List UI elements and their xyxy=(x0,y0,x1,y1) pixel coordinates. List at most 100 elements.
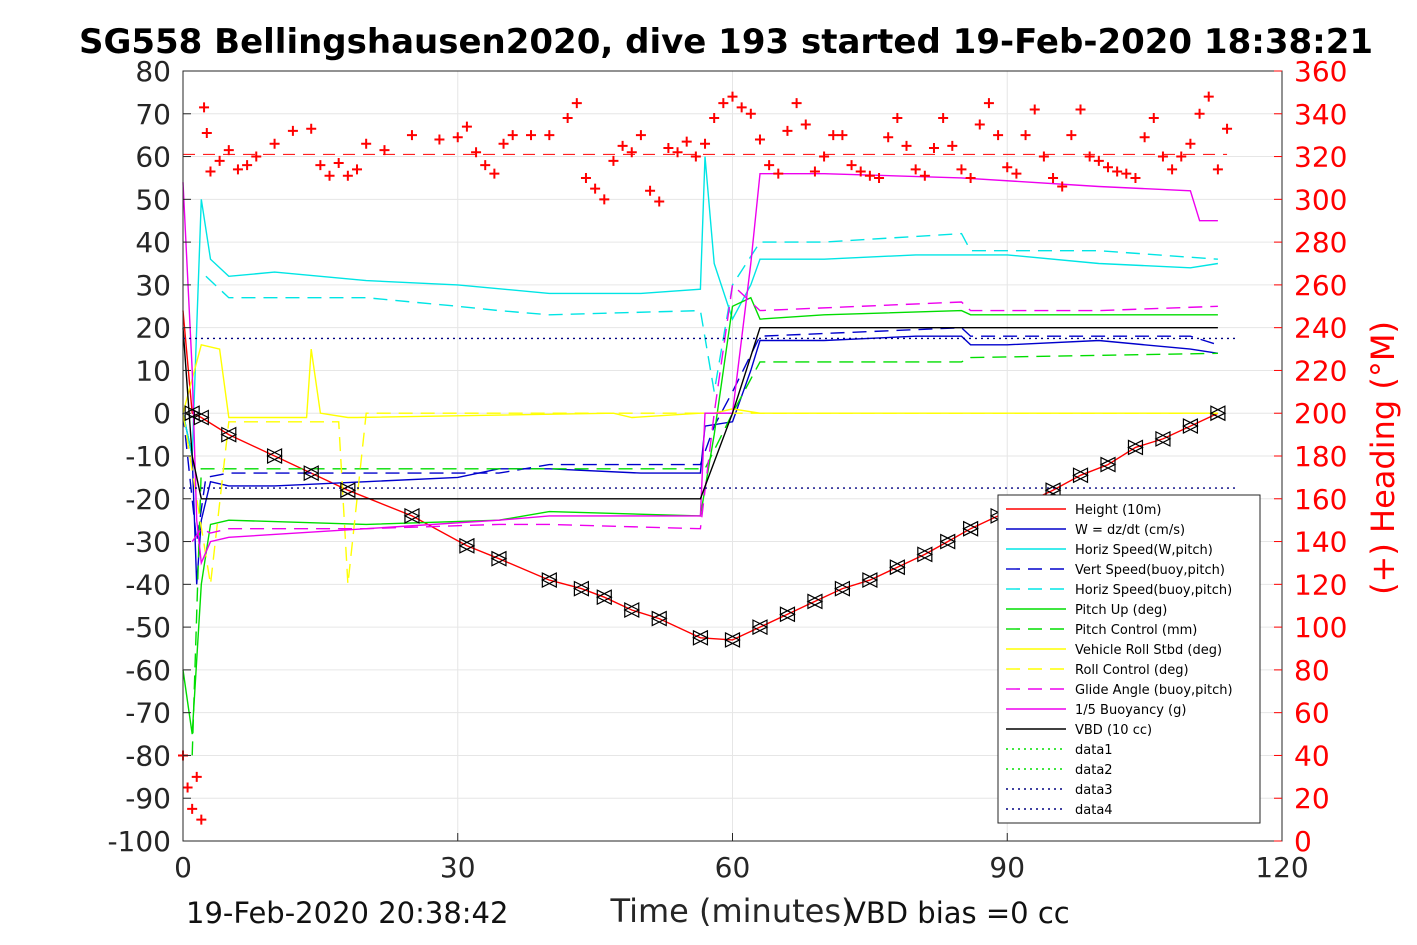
height-marker xyxy=(1182,418,1199,435)
y-tick-label: -20 xyxy=(125,483,171,516)
series-line-3 xyxy=(182,326,1219,542)
heading-marker xyxy=(251,151,262,162)
heading-marker xyxy=(965,172,976,183)
heading-marker xyxy=(1139,132,1150,143)
heading-marker xyxy=(681,136,692,147)
height-marker xyxy=(1127,439,1144,456)
heading-marker xyxy=(700,138,711,149)
heading-markers xyxy=(178,91,1233,825)
heading-marker xyxy=(645,185,656,196)
height-marker xyxy=(962,520,979,537)
heading-marker xyxy=(764,160,775,171)
heading-marker xyxy=(526,130,537,141)
heading-marker xyxy=(1066,130,1077,141)
height-marker xyxy=(595,589,613,606)
heading-marker xyxy=(191,771,202,782)
height-marker xyxy=(490,550,508,567)
series-line-6 xyxy=(191,352,1218,756)
height-marker xyxy=(650,610,668,627)
legend-label-6: Pitch Control (mm) xyxy=(1075,623,1197,638)
height-marker xyxy=(692,629,709,646)
legend-label-8: Roll Control (deg) xyxy=(1075,663,1189,678)
x-tick-label: 30 xyxy=(440,851,476,884)
x-tick-label: 120 xyxy=(1255,851,1308,884)
heading-marker xyxy=(791,98,802,109)
legend-label-9: Glide Angle (buoy,pitch) xyxy=(1075,683,1233,698)
heading-marker xyxy=(242,160,253,171)
right-y-tick-label: 140 xyxy=(1294,526,1347,559)
legend-label-14: data3 xyxy=(1075,783,1113,798)
right-y-axis: 3603403203002802602402202001801601401201… xyxy=(1274,55,1347,858)
heading-marker xyxy=(663,143,674,153)
heading-marker xyxy=(855,166,866,177)
height-marker xyxy=(1154,430,1172,447)
right-y-tick-label: 360 xyxy=(1294,55,1347,88)
series-layer xyxy=(182,156,1237,756)
y-tick-label: 40 xyxy=(135,226,171,259)
heading-marker xyxy=(910,164,921,175)
series-line-2 xyxy=(182,156,1219,457)
x-tick-label: 0 xyxy=(174,851,192,884)
heading-marker xyxy=(1194,108,1205,119)
right-y-tick-label: 20 xyxy=(1294,782,1330,815)
y-tick-label: 50 xyxy=(135,183,171,216)
heading-marker xyxy=(635,130,646,141)
right-y-tick-label: 240 xyxy=(1294,312,1347,345)
right-y-tick-label: 100 xyxy=(1294,611,1347,644)
heading-marker xyxy=(1130,172,1141,183)
legend-label-11: VBD (10 cc) xyxy=(1075,723,1152,738)
height-marker xyxy=(1072,467,1089,484)
y-tick-label: 80 xyxy=(135,55,171,88)
heading-marker xyxy=(1121,168,1132,179)
height-marker xyxy=(192,409,210,426)
y-tick-label: 70 xyxy=(135,98,171,131)
height-marker xyxy=(220,426,238,443)
right-y-axis-label: (+) Heading (°M) xyxy=(1364,321,1402,595)
right-y-tick-label: 80 xyxy=(1294,654,1330,687)
heading-marker xyxy=(736,102,747,113)
y-tick-label: -10 xyxy=(125,440,171,473)
right-y-tick-label: 300 xyxy=(1294,183,1347,216)
heading-marker xyxy=(223,145,234,156)
heading-marker xyxy=(232,164,243,175)
heading-marker xyxy=(434,134,445,145)
height-marker xyxy=(861,572,879,589)
y-tick-label: 10 xyxy=(135,354,171,387)
heading-marker xyxy=(956,164,967,175)
heading-marker xyxy=(1011,168,1022,179)
heading-marker xyxy=(690,151,701,162)
y-tick-label: 60 xyxy=(135,141,171,174)
heading-marker xyxy=(1048,172,1059,183)
heading-marker xyxy=(498,138,509,149)
heading-marker xyxy=(599,194,610,205)
height-marker xyxy=(939,533,957,550)
heading-marker xyxy=(1203,91,1214,102)
x-axis: 0 30 60 90 120 xyxy=(174,833,1309,884)
heading-marker xyxy=(315,160,326,171)
y-tick-label: -100 xyxy=(107,825,171,858)
legend-label-2: Horiz Speed(W,pitch) xyxy=(1075,543,1213,558)
y-tick-label: 20 xyxy=(135,312,171,345)
right-y-tick-label: 120 xyxy=(1294,568,1347,601)
legend-label-4: Horiz Speed(buoy,pitch) xyxy=(1075,583,1232,598)
heading-marker xyxy=(201,128,212,139)
heading-marker xyxy=(892,113,903,124)
height-marker xyxy=(806,593,824,610)
right-y-tick-label: 280 xyxy=(1294,226,1347,259)
height-marker xyxy=(1044,482,1062,499)
heading-marker xyxy=(846,160,857,171)
y-tick-label: -90 xyxy=(125,782,171,815)
heading-marker xyxy=(480,160,491,171)
footer-timestamp: 19-Feb-2020 20:38:42 xyxy=(186,896,509,930)
heading-marker xyxy=(361,138,372,149)
heading-marker xyxy=(745,108,756,119)
legend-label-13: data2 xyxy=(1075,763,1113,778)
y-tick-label: -70 xyxy=(125,697,171,730)
heading-marker xyxy=(214,155,225,166)
legend: Height (10m) W = dz/dt (cm/s) Horiz Speed(… xyxy=(997,494,1261,824)
heading-marker xyxy=(800,119,811,130)
legend-label-5: Pitch Up (deg) xyxy=(1075,603,1167,618)
x-tick-label: 60 xyxy=(715,851,751,884)
heading-marker xyxy=(342,170,353,181)
heading-marker xyxy=(1112,166,1123,177)
